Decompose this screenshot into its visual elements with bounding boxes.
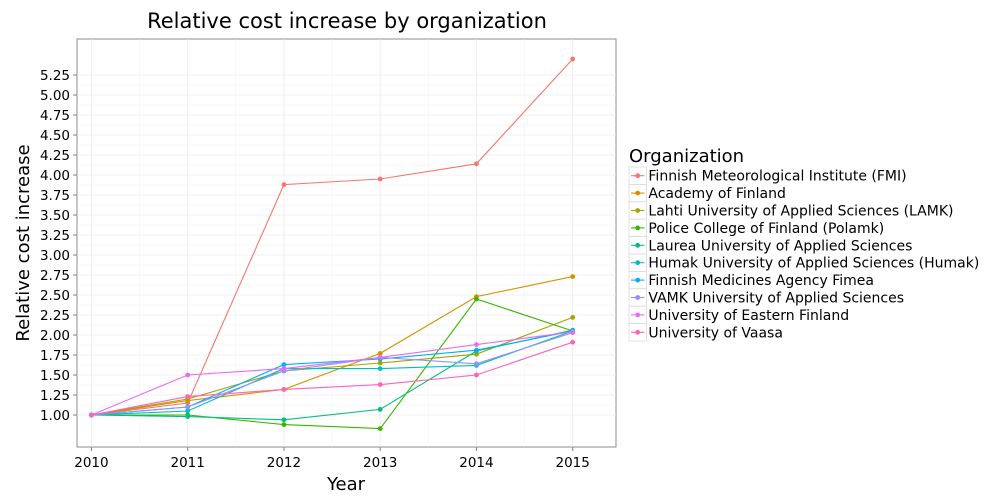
series-9-point — [89, 412, 94, 418]
chart-title: Relative cost increase by organization — [147, 9, 547, 33]
y-tick-label: 5.25 — [40, 68, 70, 84]
legend-label: Finnish Medicines Agency Fimea — [648, 273, 874, 289]
series-8-point — [377, 355, 383, 360]
y-tick-label: 4.75 — [40, 108, 70, 124]
grid — [77, 39, 616, 447]
legend-label: University of Vaasa — [648, 325, 783, 341]
y-tick-label: 1.00 — [40, 408, 70, 424]
y-tick-label: 4.00 — [40, 168, 70, 184]
legend-label: Finnish Meteorological Institute (FMI) — [648, 169, 906, 185]
series-0-point — [281, 182, 287, 188]
series-7-point — [185, 404, 191, 410]
legend-key-point — [635, 260, 641, 266]
series-4-point — [377, 407, 383, 412]
legend: Organization Finnish Meteorological Inst… — [628, 146, 979, 342]
series-4-point — [281, 417, 287, 423]
legend-key-point — [635, 225, 641, 231]
y-tick-label: 3.00 — [40, 248, 70, 264]
x-tick-label: 2014 — [459, 455, 493, 471]
series-8-point — [185, 372, 191, 378]
plot-panel — [76, 38, 617, 448]
x-tick-label: 2011 — [171, 455, 205, 471]
legend-key-point — [635, 242, 641, 248]
legend-key-point — [635, 277, 641, 283]
legend-key-point — [635, 295, 641, 300]
series-3-point — [281, 422, 287, 427]
y-tick-label: 3.50 — [40, 208, 70, 224]
y-tick-label: 1.25 — [40, 388, 70, 404]
y-tick-label: 2.75 — [40, 268, 70, 284]
legend-title: Organization — [629, 146, 744, 167]
series-7-point — [474, 361, 479, 367]
series-0-point — [570, 56, 576, 62]
series-4-point — [185, 414, 191, 419]
series-line-9 — [91, 341, 573, 416]
x-tick-label: 2015 — [556, 455, 590, 471]
series-points — [89, 56, 576, 431]
series-5-point — [377, 366, 383, 371]
series-9-point — [281, 387, 287, 392]
legend-label: Police College of Finland (Polamk) — [648, 221, 884, 237]
y-tick-label: 2.50 — [40, 288, 70, 304]
series-9-point — [185, 394, 191, 399]
series-9-point — [570, 339, 576, 345]
legend-label: Laurea University of Applied Sciences — [648, 238, 912, 254]
legend-label: Academy of Finland — [648, 186, 785, 202]
legend-key-point — [635, 329, 641, 335]
y-tick-label: 2.00 — [40, 328, 70, 344]
series-line-8 — [91, 331, 573, 416]
series-1-point — [570, 274, 576, 279]
y-tick-label: 1.75 — [40, 348, 70, 364]
series-3-point — [474, 296, 479, 302]
legend-key-point — [635, 208, 641, 213]
series-6-point — [474, 347, 479, 353]
y-tick-label: 4.25 — [40, 148, 70, 164]
x-tick-label: 2010 — [74, 455, 108, 471]
series-8-point — [570, 329, 576, 335]
legend-key-point — [635, 190, 641, 196]
series-lines — [91, 58, 574, 430]
y-tick-label: 3.25 — [40, 228, 70, 244]
series-line-7 — [91, 332, 573, 416]
series-5-point — [185, 408, 191, 414]
legend-label: Lahti University of Applied Sciences (LA… — [648, 204, 953, 220]
legend-key-point — [635, 312, 641, 318]
legend-key-point — [635, 173, 641, 179]
series-2-point — [570, 315, 576, 320]
series-line-1 — [91, 276, 573, 416]
y-tick-label: 2.25 — [40, 308, 70, 324]
x-axis-title: Year — [326, 474, 366, 495]
series-line-0 — [91, 58, 574, 416]
series-0-point — [474, 161, 479, 167]
series-2-point — [377, 360, 383, 366]
legend-label: University of Eastern Finland — [648, 308, 849, 324]
series-0-point — [377, 176, 383, 182]
x-axis: 2010 2011 2012 2013 2014 2015 — [74, 447, 590, 471]
x-tick-label: 2012 — [267, 455, 301, 471]
legend-label: Humak University of Applied Sciences (Hu… — [648, 256, 979, 272]
y-axis-title: Relative cost increase — [13, 144, 34, 341]
y-tick-label: 5.00 — [40, 88, 70, 104]
series-1-point — [377, 351, 383, 356]
series-9-point — [377, 382, 383, 387]
x-tick-label: 2013 — [363, 455, 397, 471]
y-axis: 1.00 1.25 1.50 1.75 2.00 2.25 2.50 2.75 3.00 3.25… — [40, 68, 77, 424]
series-6-point — [281, 362, 287, 367]
series-3-point — [377, 426, 383, 431]
series-9-point — [474, 372, 479, 378]
series-8-point — [474, 342, 479, 347]
legend-label: VAMK University of Applied Sciences — [648, 291, 904, 307]
series-8-point — [281, 366, 287, 371]
series-line-5 — [91, 330, 573, 416]
series-line-3 — [91, 298, 573, 430]
y-tick-label: 4.50 — [40, 128, 70, 144]
y-tick-label: 1.50 — [40, 368, 70, 384]
y-tick-label: 3.75 — [40, 188, 70, 204]
